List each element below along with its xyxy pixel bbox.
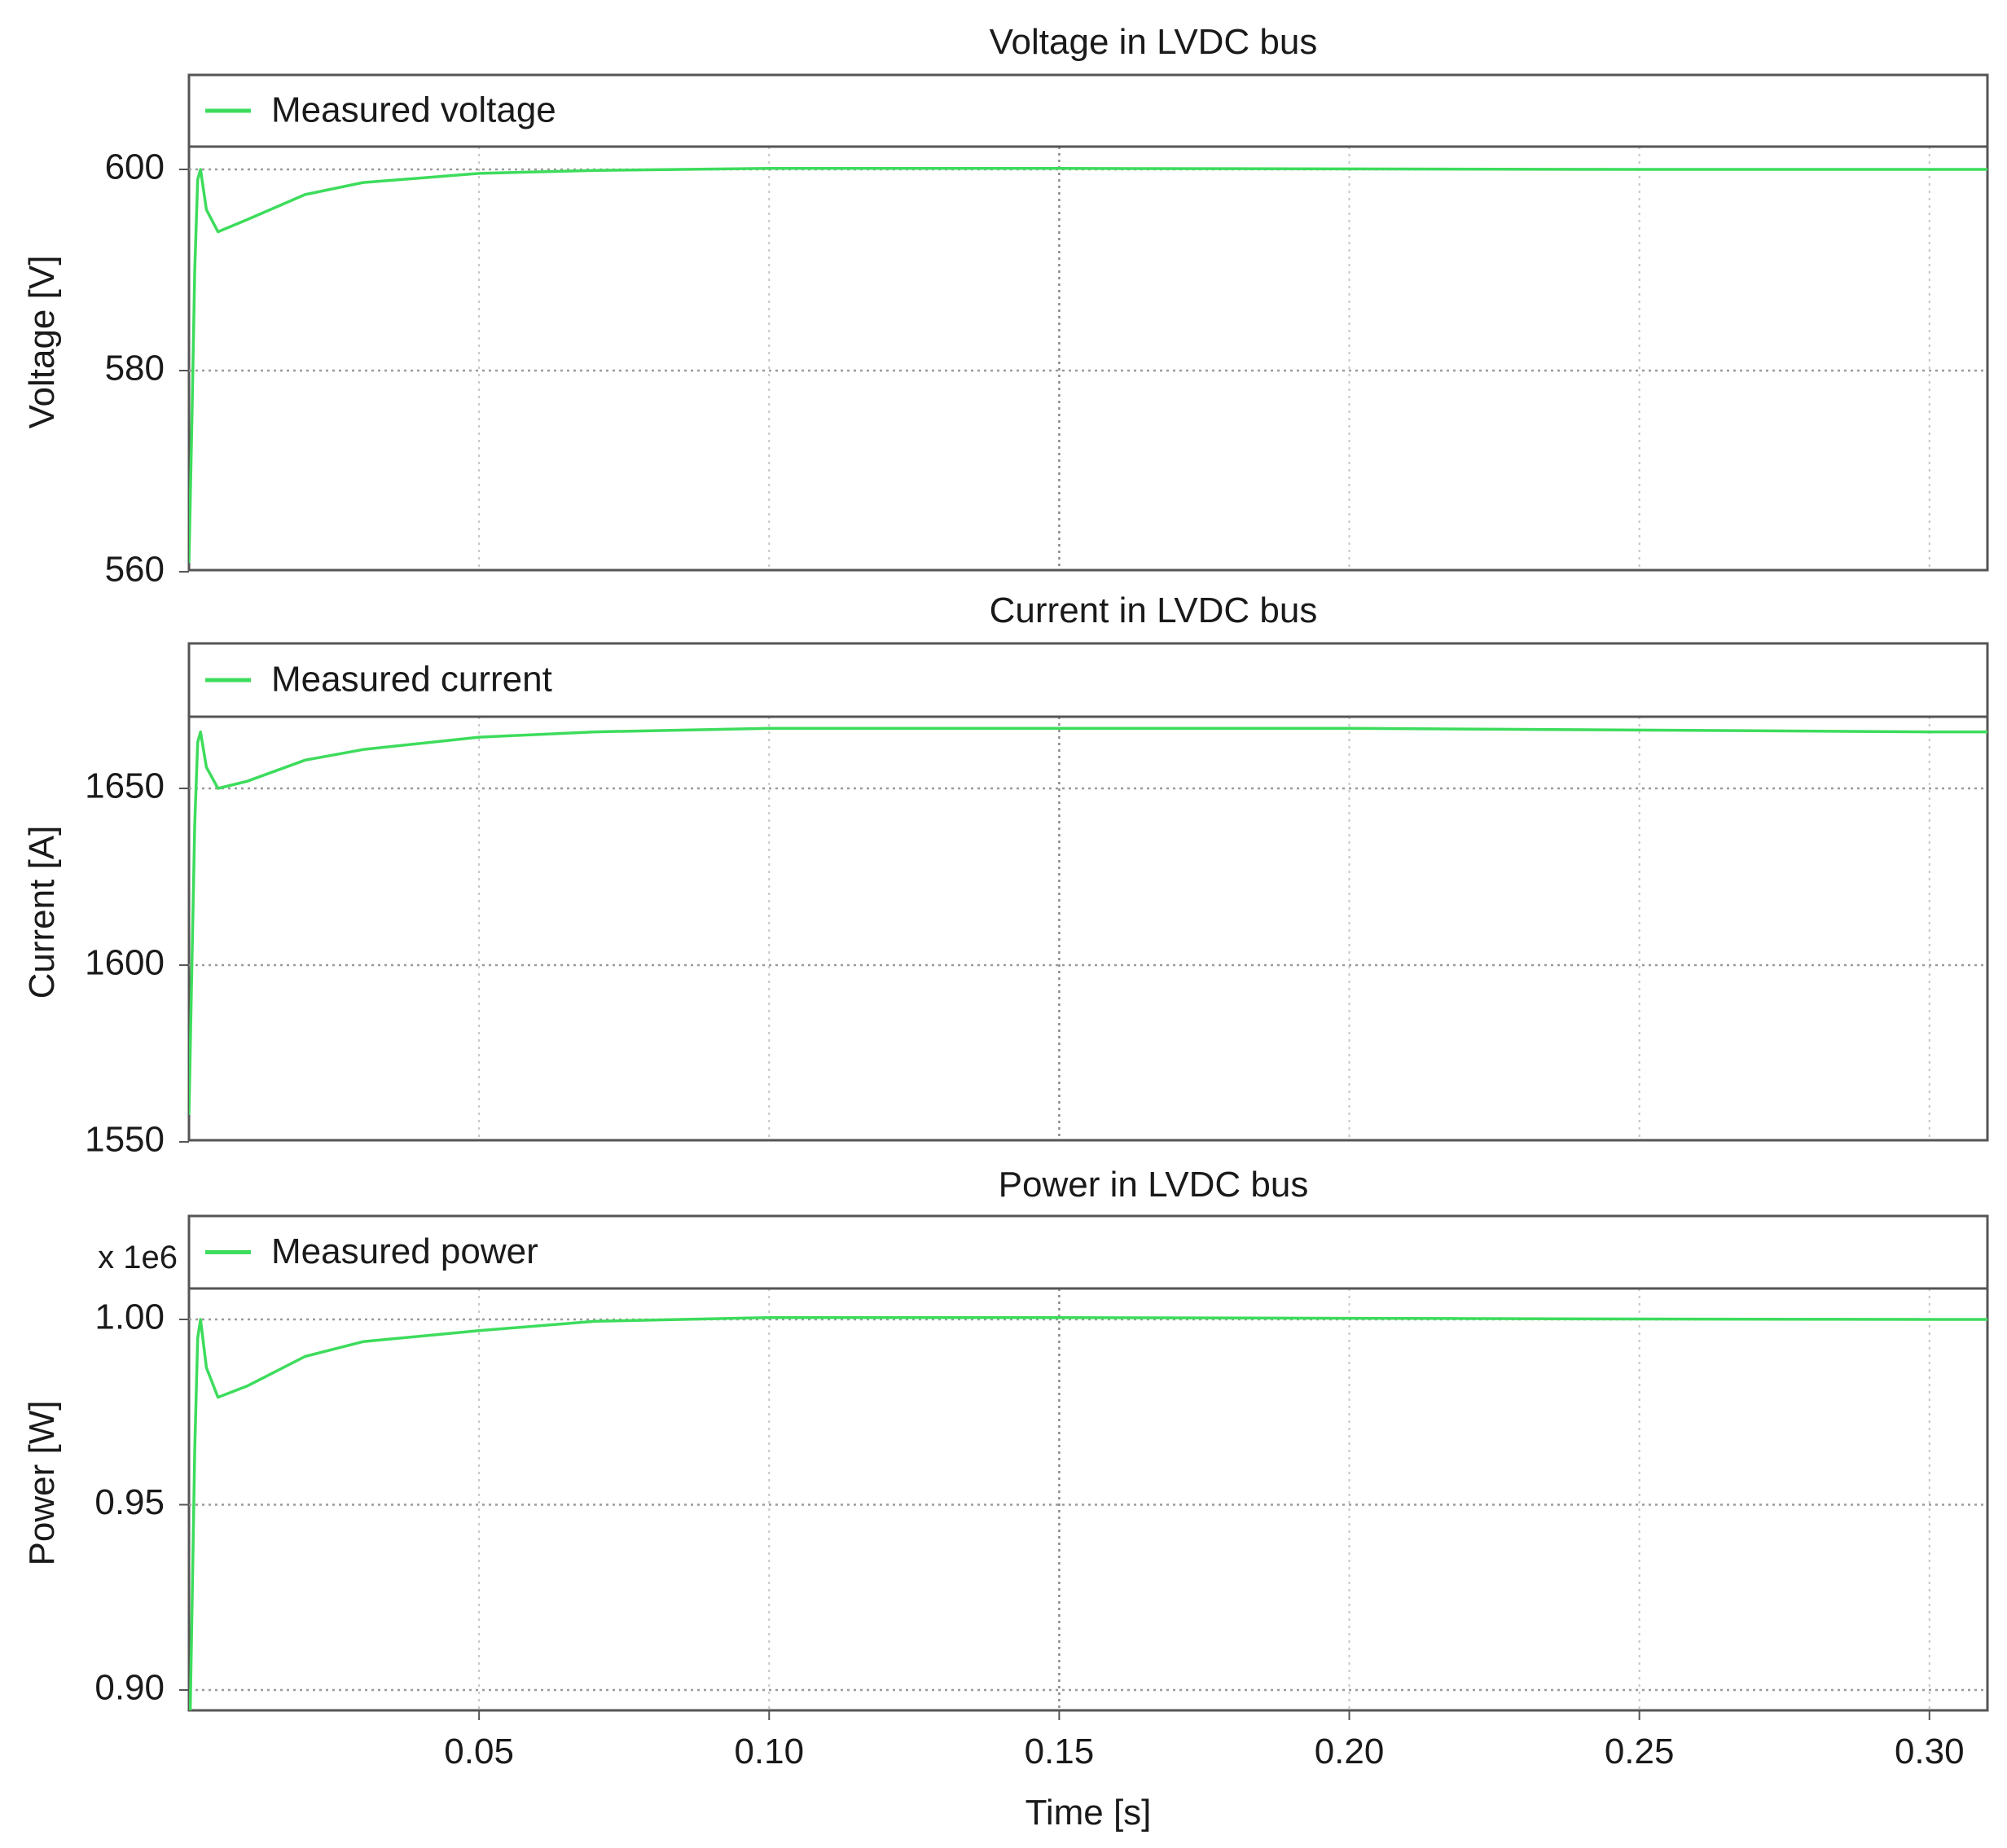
panel-title: Current in LVDC bus — [990, 590, 1318, 630]
y-axis-label: Voltage [V] — [22, 256, 62, 429]
chart-panel-2: Current in LVDC bus 1650 1600 1550 Current [… — [22, 590, 1989, 1160]
legend-box — [187, 73, 1989, 148]
y-tick-label: 560 — [105, 550, 165, 590]
chart-panel-3: Power in LVDC bus 1.00 0.95 0.90 Power [W] x … — [22, 1165, 1989, 1833]
legend-label: Measured power — [271, 1231, 538, 1271]
plot-frame — [187, 73, 1989, 572]
y-tick-label: 600 — [105, 147, 165, 187]
y-tick-label: 0.90 — [94, 1668, 165, 1708]
plot-frame — [187, 642, 1989, 1142]
y-axis-label: Current [A] — [22, 826, 62, 999]
x-tick-label: 0.15 — [1025, 1732, 1095, 1771]
x-tick-label: 0.10 — [734, 1732, 804, 1771]
series-line-1 — [189, 1315, 1987, 1710]
panel-title: Voltage in LVDC bus — [990, 22, 1318, 62]
series-line-1 — [189, 167, 1987, 564]
x-tick-label: 0.25 — [1605, 1732, 1675, 1771]
legend-box — [187, 642, 1989, 718]
series-line-1 — [189, 726, 1987, 1116]
x-axis-label: Time [s] — [1025, 1793, 1152, 1833]
legend-label: Measured current — [271, 660, 552, 700]
x-tick-label: 0.30 — [1895, 1732, 1965, 1771]
legend-box — [187, 1214, 1989, 1290]
y-axis-multiplier: x 1e6 — [98, 1240, 178, 1275]
y-tick-label: 1600 — [85, 943, 165, 983]
panel-title: Power in LVDC bus — [999, 1165, 1309, 1205]
plot-frame — [187, 1214, 1989, 1712]
y-tick-label: 1.00 — [94, 1297, 165, 1337]
x-tick-label: 0.20 — [1315, 1732, 1385, 1771]
legend-label: Measured voltage — [271, 90, 556, 130]
x-tick-label: 0.05 — [444, 1732, 514, 1771]
y-tick-label: 0.95 — [94, 1482, 165, 1522]
chart-panel-1: Voltage in LVDC bus 600 580 560 Voltage [V] M… — [22, 22, 1989, 590]
y-tick-label: 580 — [105, 349, 165, 388]
y-axis-label: Power [W] — [22, 1401, 62, 1566]
y-tick-label: 1550 — [85, 1120, 165, 1160]
y-tick-label: 1650 — [85, 766, 165, 806]
